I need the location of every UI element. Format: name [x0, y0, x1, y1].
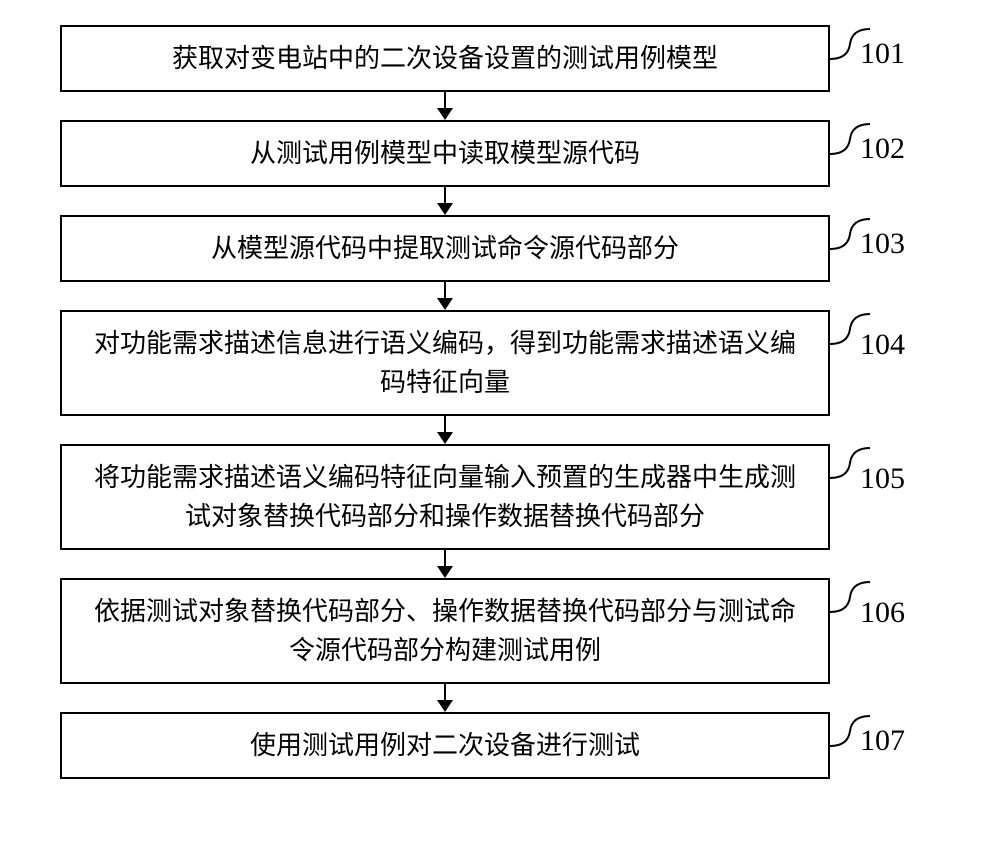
step-label: 104 [860, 328, 905, 362]
step-box-107: 使用测试用例对二次设备进行测试 [60, 712, 830, 779]
step-wrapper: 从测试用例模型中读取模型源代码 102 [60, 120, 940, 187]
arrow-down [60, 550, 830, 578]
step-label: 105 [860, 462, 905, 496]
step-box-103: 从模型源代码中提取测试命令源代码部分 [60, 215, 830, 282]
step-label: 102 [860, 132, 905, 166]
step-text: 获取对变电站中的二次设备设置的测试用例模型 [172, 39, 718, 78]
flowchart-container: 获取对变电站中的二次设备设置的测试用例模型 101 从测试用例模型中读取模型源代… [60, 25, 940, 779]
step-box-102: 从测试用例模型中读取模型源代码 [60, 120, 830, 187]
step-label: 103 [860, 227, 905, 261]
step-wrapper: 使用测试用例对二次设备进行测试 107 [60, 712, 940, 779]
arrow-down [60, 187, 830, 215]
step-text: 依据测试对象替换代码部分、操作数据替换代码部分与测试命令源代码部分构建测试用例 [82, 592, 808, 670]
step-label: 106 [860, 596, 905, 630]
step-wrapper: 对功能需求描述信息进行语义编码，得到功能需求描述语义编码特征向量 104 [60, 310, 940, 416]
step-wrapper: 依据测试对象替换代码部分、操作数据替换代码部分与测试命令源代码部分构建测试用例 … [60, 578, 940, 684]
step-wrapper: 从模型源代码中提取测试命令源代码部分 103 [60, 215, 940, 282]
step-text: 对功能需求描述信息进行语义编码，得到功能需求描述语义编码特征向量 [82, 324, 808, 402]
step-box-105: 将功能需求描述语义编码特征向量输入预置的生成器中生成测试对象替换代码部分和操作数… [60, 444, 830, 550]
step-box-101: 获取对变电站中的二次设备设置的测试用例模型 [60, 25, 830, 92]
step-box-106: 依据测试对象替换代码部分、操作数据替换代码部分与测试命令源代码部分构建测试用例 [60, 578, 830, 684]
step-text: 从模型源代码中提取测试命令源代码部分 [211, 229, 679, 268]
arrow-down [60, 684, 830, 712]
arrow-down [60, 92, 830, 120]
step-wrapper: 获取对变电站中的二次设备设置的测试用例模型 101 [60, 25, 940, 92]
step-wrapper: 将功能需求描述语义编码特征向量输入预置的生成器中生成测试对象替换代码部分和操作数… [60, 444, 940, 550]
step-text: 将功能需求描述语义编码特征向量输入预置的生成器中生成测试对象替换代码部分和操作数… [82, 458, 808, 536]
step-label: 107 [860, 724, 905, 758]
arrow-down [60, 282, 830, 310]
arrow-down [60, 416, 830, 444]
step-text: 从测试用例模型中读取模型源代码 [250, 134, 640, 173]
step-text: 使用测试用例对二次设备进行测试 [250, 726, 640, 765]
step-box-104: 对功能需求描述信息进行语义编码，得到功能需求描述语义编码特征向量 [60, 310, 830, 416]
step-label: 101 [860, 37, 905, 71]
